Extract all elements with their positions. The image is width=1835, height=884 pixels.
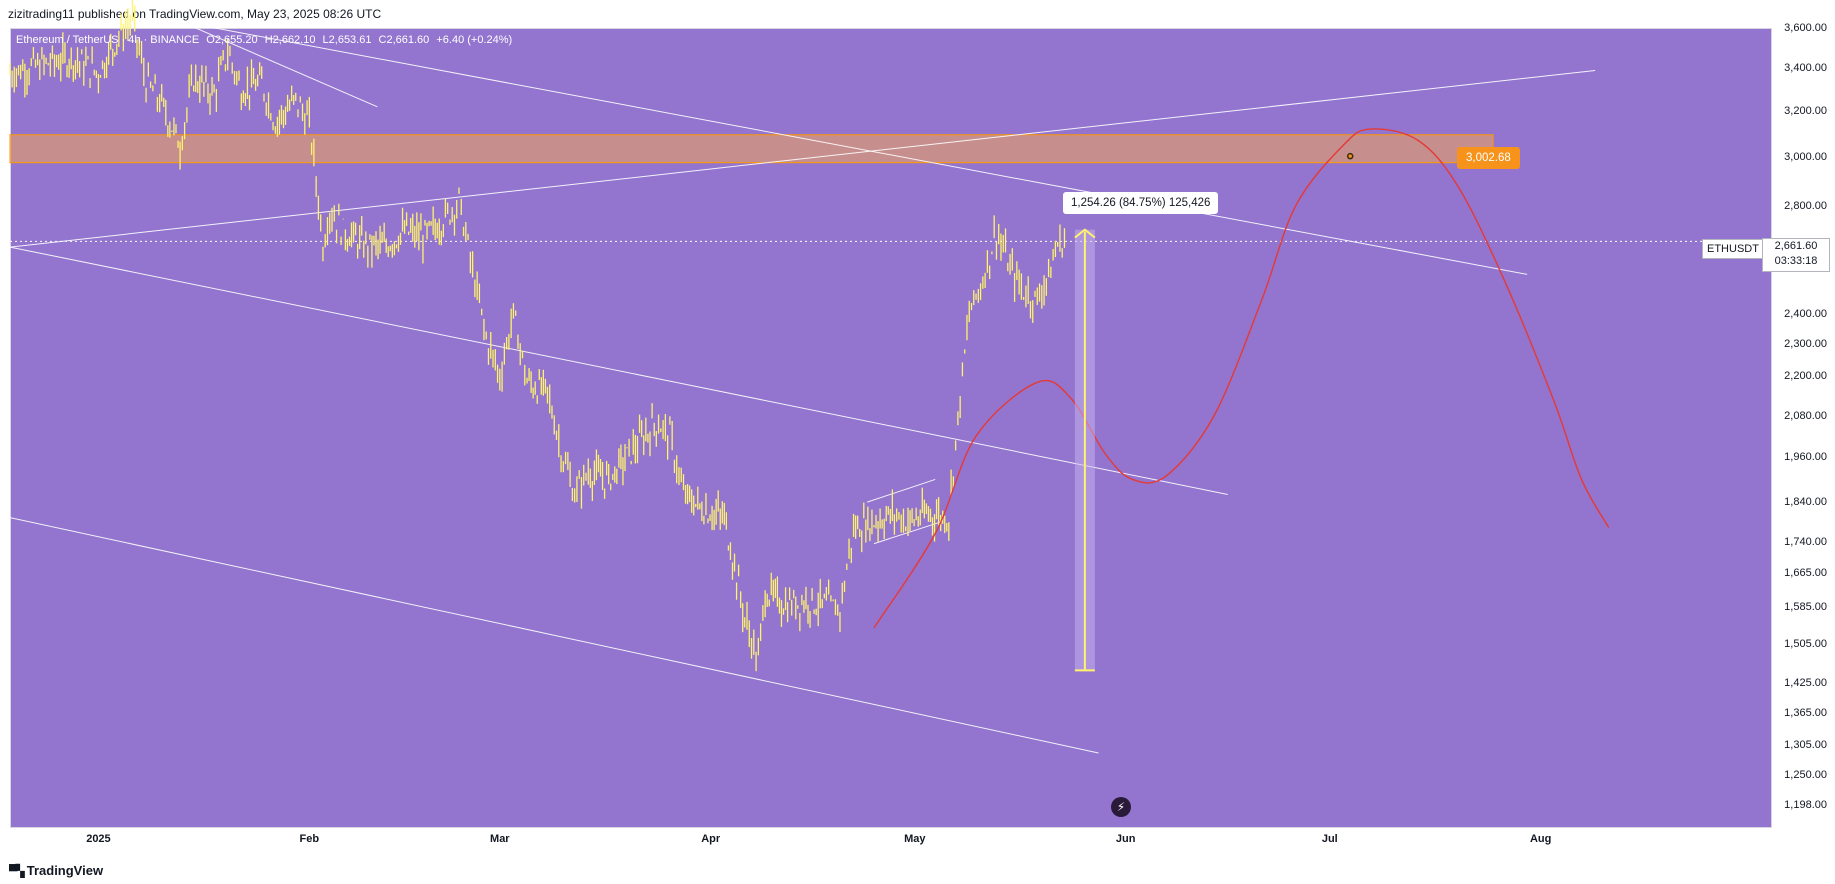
x-tick-label: Apr [701, 833, 721, 845]
x-tick-label: Jun [1115, 833, 1136, 845]
y-tick-label: 1,960.00 [1784, 451, 1827, 464]
y-tick-label: 2,300.00 [1784, 338, 1827, 351]
x-tick-label: Aug [1529, 833, 1552, 845]
y-tick-label: 2,080.00 [1784, 409, 1827, 422]
x-tick-label: 2025 [86, 833, 111, 845]
symbol-tag: ETHUSDT [1702, 239, 1764, 259]
legend-change: +6.40 (+0.24%) [436, 34, 513, 46]
y-tick-label: 3,000.00 [1784, 150, 1827, 163]
x-tick-label: Mar [490, 833, 510, 845]
trend-line-3 [10, 246, 1228, 495]
tradingview-logo[interactable]: ▀▚ TradingView [9, 863, 103, 878]
y-tick-label: 3,600.00 [1784, 22, 1827, 34]
legend-low: L2,653.61 [322, 34, 372, 46]
y-tick-label: 3,400.00 [1784, 62, 1827, 75]
trend-line-5 [194, 28, 378, 108]
y-tick-label: 1,250.00 [1784, 769, 1827, 782]
y-tick-label: 1,198.00 [1784, 799, 1827, 812]
y-tick-label: 1,740.00 [1784, 535, 1827, 548]
y-tick-label: 2,800.00 [1784, 199, 1827, 212]
y-tick-label: 1,505.00 [1784, 638, 1827, 651]
legend-symbol: Ethereum / TetherUS · 4h · BINANCE [16, 34, 200, 46]
footer: ▀▚ TradingView [0, 855, 1835, 884]
y-tick-label: 1,425.00 [1784, 676, 1827, 689]
y-tick-label: 1,305.00 [1784, 738, 1827, 751]
y-tick-label: 2,400.00 [1784, 308, 1827, 321]
y-tick-label: 1,365.00 [1784, 707, 1827, 720]
x-tick-label: May [904, 833, 926, 845]
legend-high: H2,662.10 [264, 34, 316, 46]
trend-line-2 [212, 28, 1528, 275]
lightning-icon[interactable]: ⚡ [1111, 797, 1131, 817]
brand-name: TradingView [26, 863, 104, 878]
y-tick-label: 1,585.00 [1784, 601, 1827, 614]
tradingview-logo-icon: ▀▚ [9, 863, 25, 878]
resistance-zone [9, 134, 1494, 164]
trend-line-4 [10, 517, 1099, 754]
measure-label: 1,254.26 (84.75%) 125,426 [1063, 192, 1219, 214]
y-tick-label: 1,665.00 [1784, 566, 1827, 579]
y-tick-label: 2,200.00 [1784, 369, 1827, 382]
trend-line-1 [10, 69, 1596, 248]
publish-info: zizitrading11 published on TradingView.c… [8, 7, 382, 21]
x-tick-label: Jul [1321, 833, 1338, 845]
trend-line-6 [867, 478, 936, 503]
x-tick-label: Feb [299, 833, 320, 845]
target-point [1346, 152, 1354, 160]
y-tick-label: 3,200.00 [1784, 105, 1827, 118]
y-tick-label: 1,840.00 [1784, 496, 1827, 509]
last-price-tag: 2,661.60 03:33:18 [1762, 238, 1830, 272]
last-price: 2,661.60 [1774, 240, 1818, 252]
price-axis[interactable]: 3,600.00 3,400.00 3,200.00 3,000.00 2,800.00… [1772, 22, 1835, 828]
top-bar: zizitrading11 published on TradingView.c… [0, 0, 1835, 28]
measure-arrow-head [1074, 228, 1096, 239]
symbol-legend: Ethereum / TetherUS · 4h · BINANCE O2,65… [16, 34, 516, 46]
target-price-label: 3,002.68 [1457, 147, 1520, 169]
projection-curve [873, 128, 1610, 629]
legend-open: O2,655.20 [206, 34, 258, 46]
legend-close: C2,661.60 [378, 34, 430, 46]
time-axis[interactable]: 2025 Feb Mar Apr May Jun Jul Aug [10, 828, 1772, 850]
bar-countdown: 03:33:18 [1774, 255, 1818, 267]
